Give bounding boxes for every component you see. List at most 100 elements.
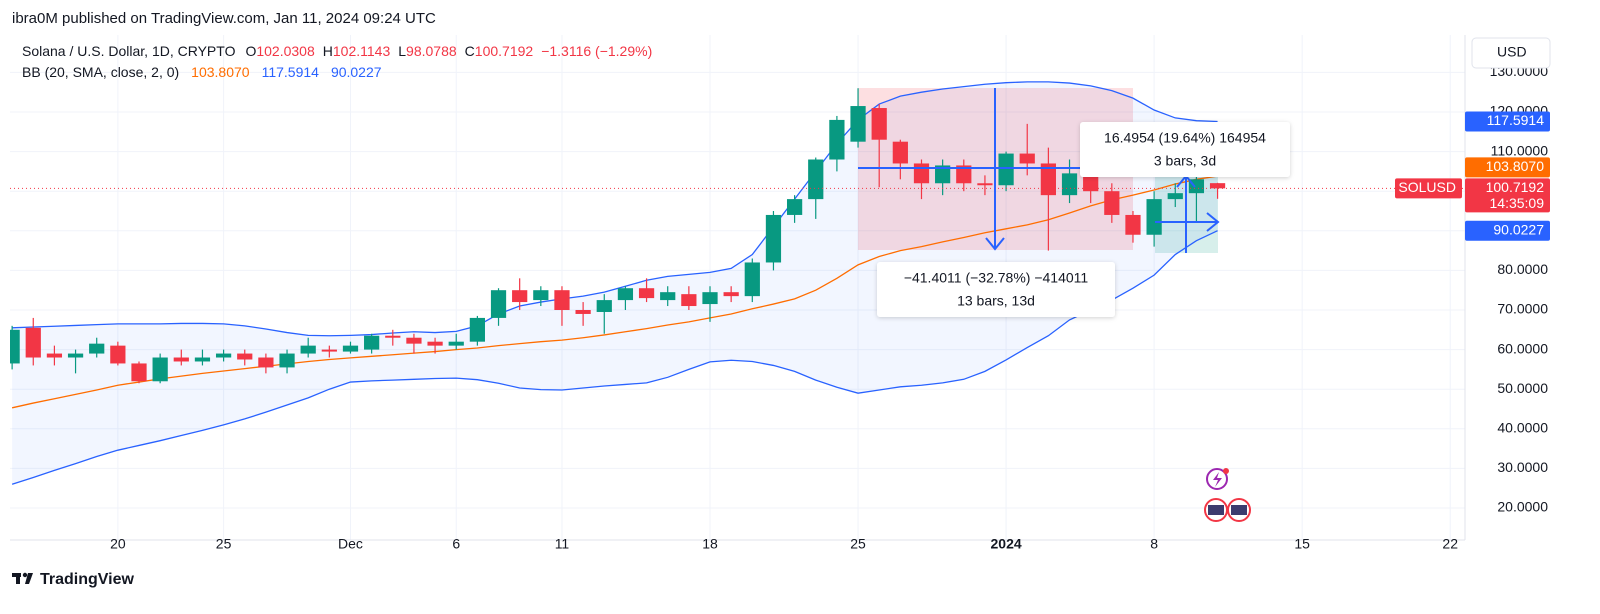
candle	[1061, 159, 1078, 204]
candle-body	[1146, 199, 1162, 235]
candle	[364, 333, 380, 354]
candle	[935, 159, 951, 196]
candle	[279, 349, 295, 374]
candle-body	[194, 357, 211, 362]
candle-body	[998, 153, 1014, 186]
candle	[660, 286, 676, 307]
candle	[744, 258, 760, 303]
band-line	[11, 230, 1218, 485]
candle-body	[744, 262, 760, 297]
indicator-value: 117.5914	[262, 64, 320, 80]
x-tick-label: 6	[452, 536, 460, 552]
candle-body	[892, 141, 908, 164]
measure-label-box	[1080, 122, 1290, 177]
candle	[89, 337, 105, 358]
ohlc-value: 100.7192	[475, 43, 534, 59]
candle	[638, 278, 655, 303]
y-tick-label: 40.0000	[1497, 420, 1548, 436]
arrow-head	[985, 237, 1005, 251]
candle	[871, 104, 887, 188]
x-tick-label: 2024	[991, 536, 1022, 552]
candle	[406, 333, 422, 354]
price-tag	[1465, 178, 1550, 213]
candle	[215, 349, 232, 362]
candle	[723, 286, 739, 303]
candle-body	[702, 292, 718, 305]
candle-body	[554, 290, 570, 310]
axes: 20.0000 30.0000 40.0000 50.0000 60.0000 70.00…	[110, 63, 1548, 552]
candle-body	[469, 317, 485, 342]
candle	[596, 294, 612, 334]
y-tick-label: 20.0000	[1497, 499, 1548, 515]
candle	[194, 349, 211, 366]
candle	[554, 286, 570, 326]
y-tick-label: 30.0000	[1497, 459, 1548, 475]
ohlc-value: 98.0788	[406, 43, 457, 59]
event-icon-bolt	[1213, 472, 1222, 487]
symbol-title: Solana / U.S. Dollar, 1D, CRYPTO	[22, 43, 236, 59]
candle-body	[258, 357, 274, 368]
change: −1.3116 (−1.29%)	[541, 43, 652, 59]
ohlc-value: 102.0308	[256, 43, 315, 59]
candle	[977, 175, 993, 196]
candle-body	[1040, 163, 1056, 196]
indicator-title: BB (20, SMA, close, 2, 0)	[22, 64, 179, 80]
candle-body	[300, 345, 316, 354]
candle-body	[342, 345, 359, 352]
ohlc-value: 102.1143	[333, 43, 391, 59]
brand: TradingView	[40, 571, 135, 588]
candle	[110, 341, 126, 366]
event-icon[interactable]	[1206, 468, 1228, 490]
candle	[448, 333, 464, 350]
candle-body	[533, 290, 549, 301]
candle-body	[89, 343, 105, 354]
candle-body	[279, 353, 295, 368]
price-tag-label: 100.7192	[1486, 179, 1545, 195]
candle	[512, 278, 528, 310]
ohlc-key: H	[323, 43, 333, 59]
candle-body	[913, 163, 930, 184]
candle	[1209, 182, 1226, 199]
candle	[892, 139, 908, 180]
currency: USD	[1497, 44, 1527, 60]
candle-body	[10, 329, 20, 364]
candle	[1019, 123, 1035, 176]
candle	[786, 195, 803, 223]
candle	[575, 302, 591, 326]
candle-body	[110, 345, 126, 364]
price-tag	[1465, 157, 1550, 178]
x-tick-label: 18	[702, 536, 718, 552]
band-line	[11, 175, 1218, 409]
candle-body	[829, 119, 845, 160]
candle-body	[596, 300, 612, 312]
y-tick-label: 60.0000	[1497, 340, 1548, 356]
candle-body	[660, 292, 676, 301]
candle	[1104, 183, 1120, 223]
candle	[469, 315, 485, 346]
candle-body	[385, 335, 401, 338]
candle	[25, 317, 41, 366]
candle-body	[871, 108, 887, 140]
candle-body	[681, 294, 697, 307]
x-tick-label: 11	[555, 536, 570, 552]
legend-indicator: BB (20, SMA, close, 2, 0) 103.8070 117.591…	[22, 64, 382, 80]
candle-body	[1167, 193, 1183, 200]
candle-body	[786, 199, 803, 215]
candle	[237, 349, 253, 366]
candle	[173, 349, 189, 366]
candle	[1125, 210, 1141, 243]
candle-body	[25, 327, 41, 358]
candle-body	[321, 349, 337, 352]
price-tag	[1465, 220, 1550, 241]
band-line	[12, 81, 1218, 337]
x-tick-label: 22	[1442, 536, 1458, 552]
arrow-head	[1206, 212, 1220, 232]
candle-body	[46, 353, 63, 358]
currency-button[interactable]	[1471, 37, 1551, 69]
candle	[490, 288, 507, 326]
candle	[427, 337, 443, 354]
candle-body	[956, 165, 972, 184]
